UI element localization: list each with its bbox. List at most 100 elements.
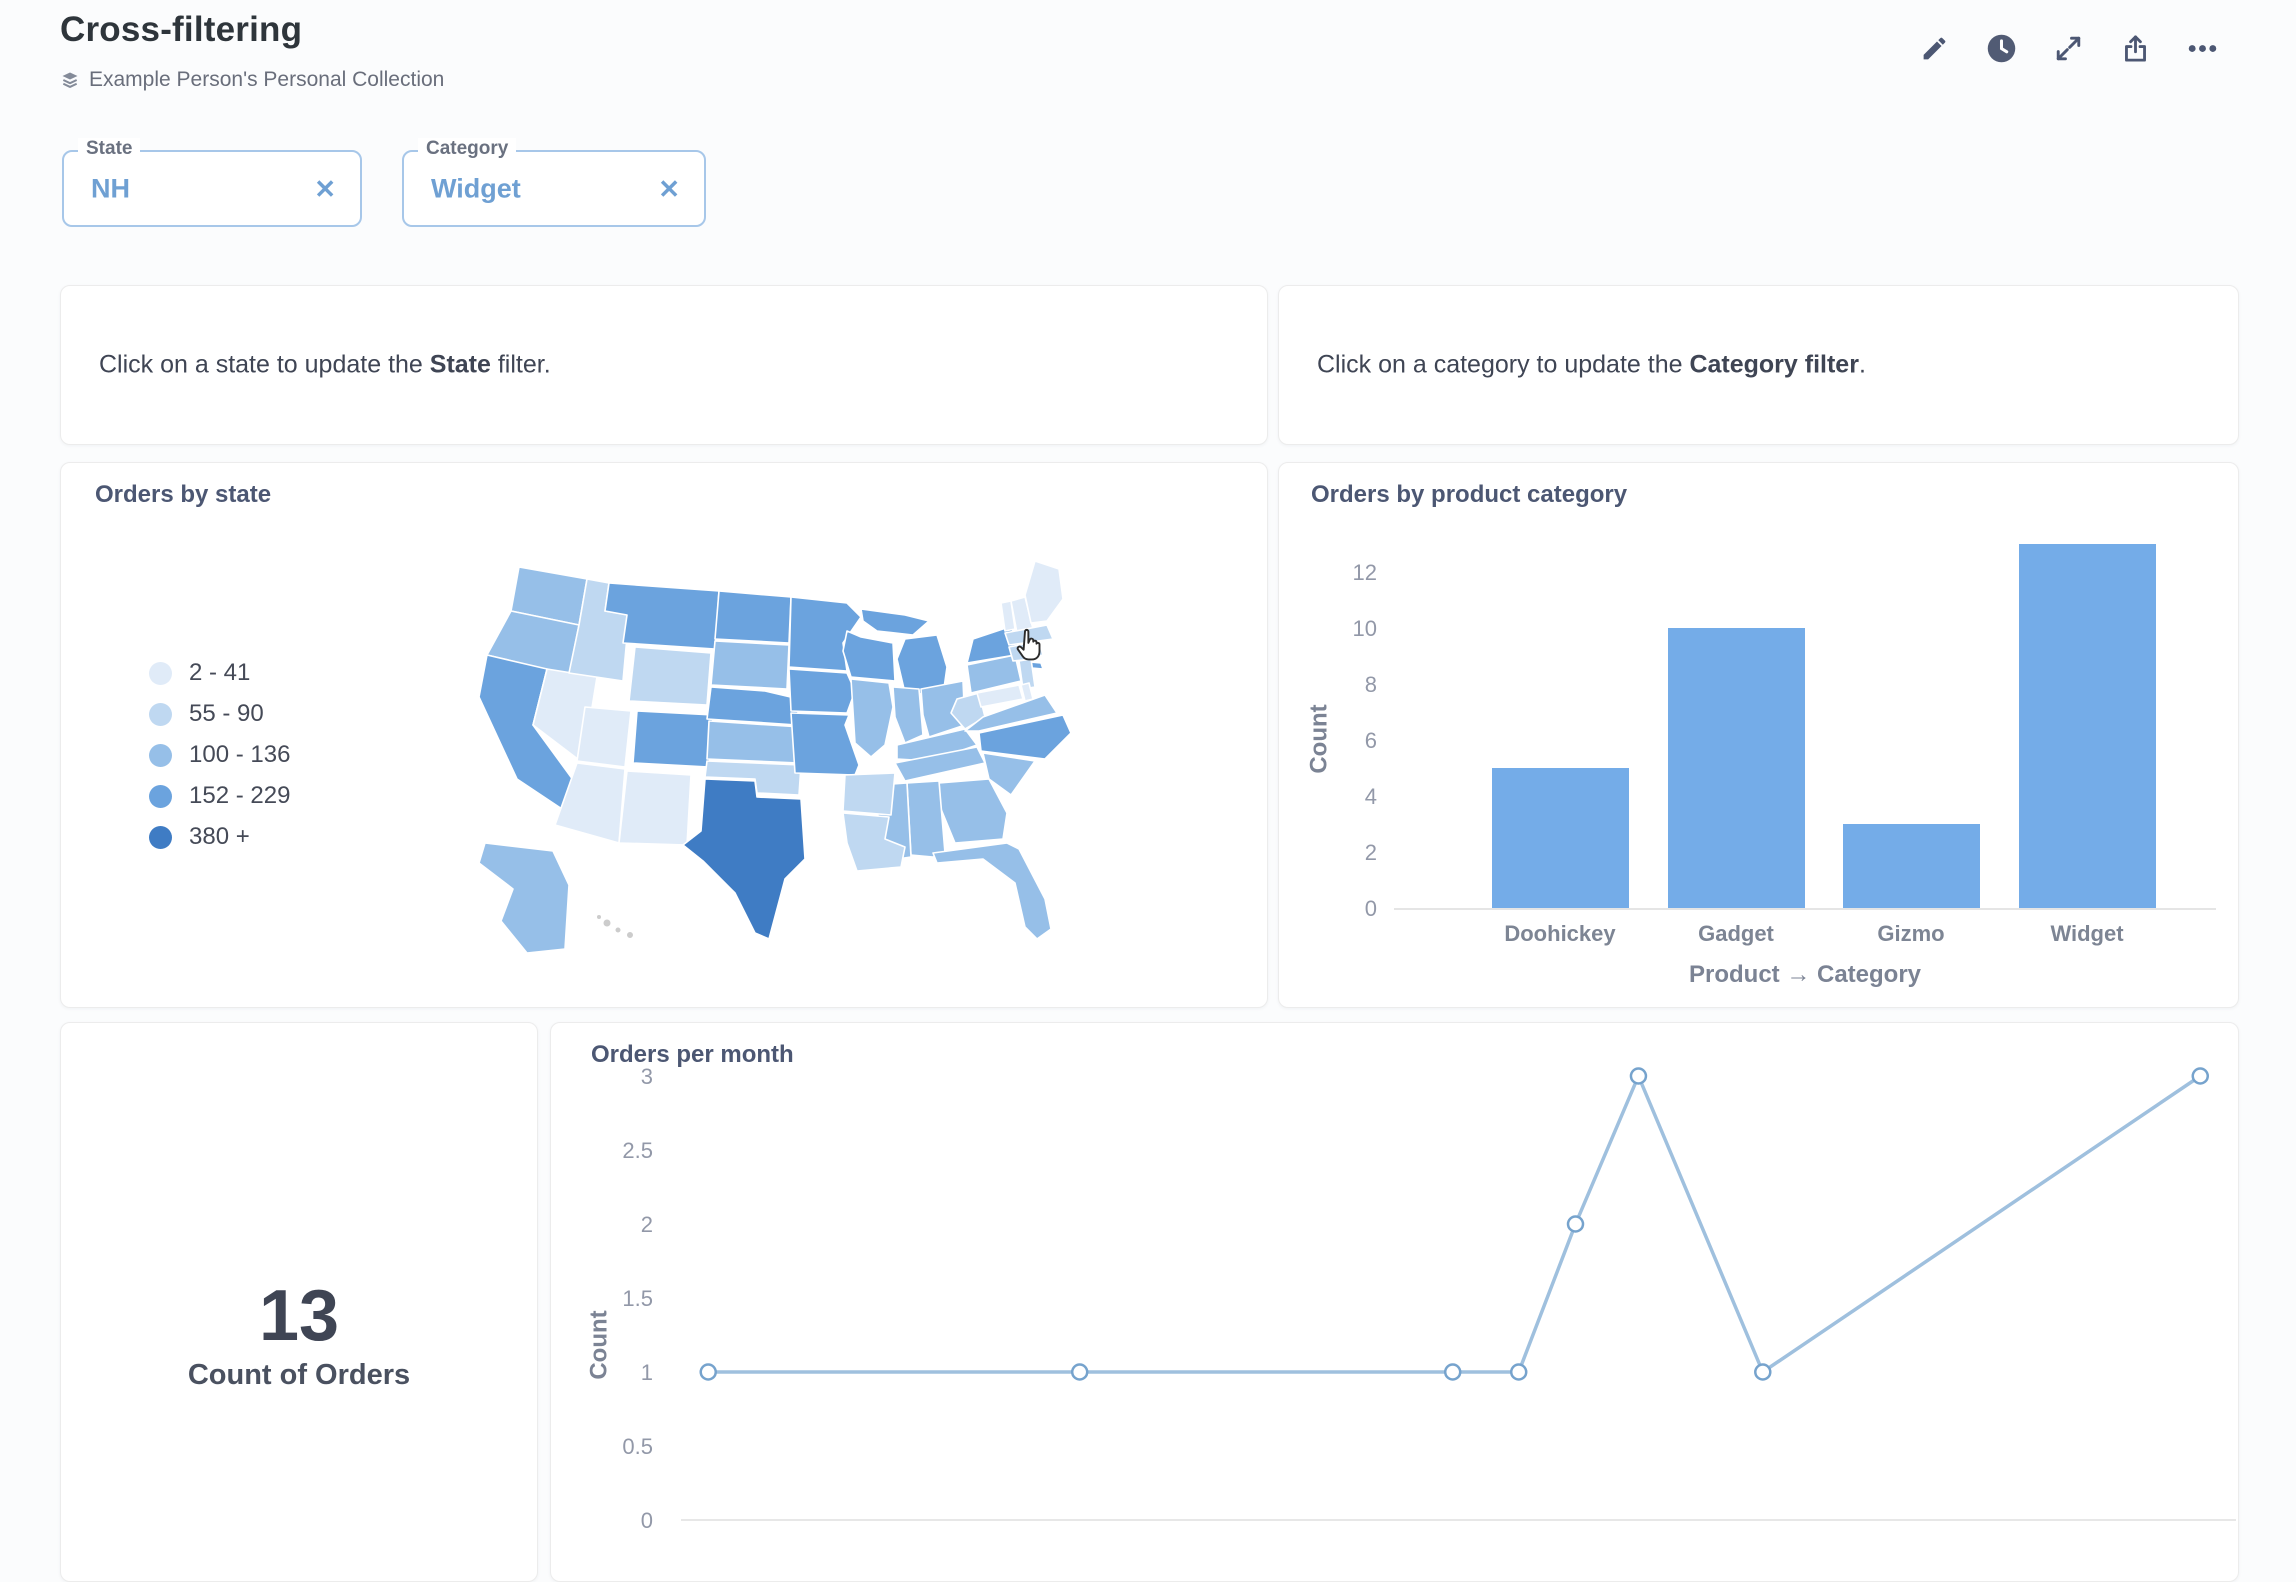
state-mi[interactable] [860, 608, 930, 636]
data-point[interactable] [1754, 1363, 1772, 1381]
state-hi[interactable] [614, 926, 622, 934]
collection-name: Example Person's Personal Collection [89, 68, 445, 91]
bar-x-tick-label: Gadget [1698, 921, 1774, 946]
legend-item: 152 - 229 [149, 782, 290, 810]
page-title: Cross-filtering [60, 10, 303, 49]
state-wi[interactable] [842, 630, 896, 682]
legend-swatch [149, 784, 172, 808]
bar-x-tick-label: Gizmo [1877, 921, 1945, 946]
state-fl[interactable] [932, 842, 1052, 940]
state-hi[interactable] [602, 918, 612, 928]
state-il[interactable] [850, 678, 894, 758]
filter-state-value[interactable]: NH [91, 173, 130, 203]
legend-label: 380 + [189, 823, 250, 850]
legend-swatch [149, 661, 172, 685]
filter-state[interactable]: State NH ✕ [62, 138, 362, 227]
clock-icon [1987, 34, 2016, 63]
data-point[interactable] [1443, 1363, 1462, 1381]
card-title: Orders by state [95, 481, 272, 508]
card-title: Orders by product category [1311, 481, 1628, 508]
bar-y-tick-label: 6 [1364, 728, 1377, 753]
share-button[interactable] [2119, 32, 2152, 65]
us-choropleth-map[interactable] [457, 545, 1117, 965]
state-nm[interactable] [618, 770, 692, 846]
data-point[interactable] [1566, 1215, 1585, 1233]
state-hi[interactable] [626, 931, 634, 939]
state-nd[interactable] [714, 590, 792, 644]
state-ri[interactable] [1030, 640, 1044, 658]
text-card-category: Click on a category to update the Catego… [1278, 285, 2239, 445]
state-oh[interactable] [920, 680, 966, 738]
header-actions [1918, 32, 2219, 65]
more-options-button[interactable] [2186, 32, 2219, 65]
state-la[interactable] [842, 812, 906, 872]
legend-item: 100 - 136 [149, 741, 290, 769]
data-point[interactable] [699, 1363, 717, 1381]
state-vt[interactable] [1000, 600, 1016, 632]
data-point[interactable] [2191, 1067, 2210, 1085]
state-me[interactable] [1024, 560, 1064, 624]
state-ct[interactable] [1008, 642, 1034, 662]
line-y-tick-label: 2.5 [622, 1138, 653, 1163]
data-point[interactable] [1070, 1363, 1089, 1381]
state-tx[interactable] [682, 778, 806, 940]
line-chart-svg [681, 1067, 2236, 1521]
bar-y-tick-label: 12 [1352, 560, 1377, 585]
line-y-tick-label: 2 [640, 1212, 653, 1237]
legend-swatch [149, 825, 172, 849]
state-nc[interactable] [978, 714, 1072, 760]
state-mo[interactable] [790, 712, 860, 776]
close-icon[interactable]: ✕ [314, 173, 336, 204]
close-icon[interactable]: ✕ [658, 173, 680, 204]
state-in[interactable] [892, 686, 924, 744]
filter-category-value[interactable]: Widget [431, 173, 521, 203]
bar-chart: 0 2 4 6 8 10 12 Doohickey Gadget Gizmo Widget [1279, 463, 2238, 1007]
map-legend: 2 - 41 55 - 90 100 - 136 152 - 229 380 + [149, 659, 290, 851]
count-of-orders-card: 13 Count of Orders [60, 1022, 538, 1582]
state-co[interactable] [632, 710, 714, 768]
bar-gizmo[interactable] [1842, 824, 1980, 908]
state-va[interactable] [964, 694, 1058, 732]
scalar-value: 13 [258, 1276, 340, 1356]
bar-doohickey[interactable] [1491, 768, 1629, 908]
filter-category[interactable]: Category Widget ✕ [402, 138, 706, 227]
breadcrumb[interactable]: Example Person's Personal Collection [60, 68, 444, 92]
state-ga[interactable] [938, 778, 1008, 844]
orders-by-category-card: Orders by product category Count 0 2 4 6 8 10… [1278, 462, 2239, 1008]
bar-x-axis-label: Product → Category [1688, 961, 1922, 988]
state-md[interactable] [976, 684, 1024, 708]
state-sd[interactable] [710, 640, 790, 690]
auto-refresh-button[interactable] [1985, 32, 2018, 65]
state-al[interactable] [906, 780, 946, 858]
state-ak[interactable] [478, 842, 570, 954]
bar-widget[interactable] [2018, 544, 2156, 908]
legend-label: 2 - 41 [189, 659, 251, 686]
data-point[interactable] [1509, 1363, 1528, 1381]
bar-y-tick-label: 10 [1352, 616, 1377, 641]
line-y-tick-label: 1.5 [622, 1286, 653, 1311]
bar-y-tick-label: 4 [1364, 784, 1377, 809]
legend-label: 152 - 229 [189, 782, 291, 809]
state-de[interactable] [1020, 682, 1034, 702]
state-ks[interactable] [706, 720, 802, 764]
line-y-tick-label: 1 [640, 1360, 653, 1385]
dashboard-page: { "header": { "title": "Cross-filtering"… [60, 10, 2239, 1582]
fullscreen-button[interactable] [2052, 32, 2085, 65]
state-hi[interactable] [596, 914, 602, 920]
bar-y-tick-label: 0 [1364, 896, 1377, 921]
state-ia[interactable] [788, 668, 856, 714]
state-ar[interactable] [842, 772, 896, 816]
edit-dashboard-button[interactable] [1918, 32, 1951, 65]
state-wy[interactable] [628, 646, 712, 706]
data-point[interactable] [1629, 1067, 1648, 1085]
scalar-label: Count of Orders [187, 1359, 411, 1391]
state-ut[interactable] [576, 706, 632, 768]
pencil-icon [1923, 37, 1946, 60]
state-ne[interactable] [706, 686, 800, 726]
bar-y-tick-label: 2 [1364, 840, 1377, 865]
state-sc[interactable] [982, 752, 1036, 796]
fullscreen-icon [2056, 36, 2081, 61]
legend-label: 55 - 90 [189, 700, 264, 727]
text-card-state: Click on a state to update the State fil… [60, 285, 1268, 445]
bar-gadget[interactable] [1667, 628, 1805, 908]
